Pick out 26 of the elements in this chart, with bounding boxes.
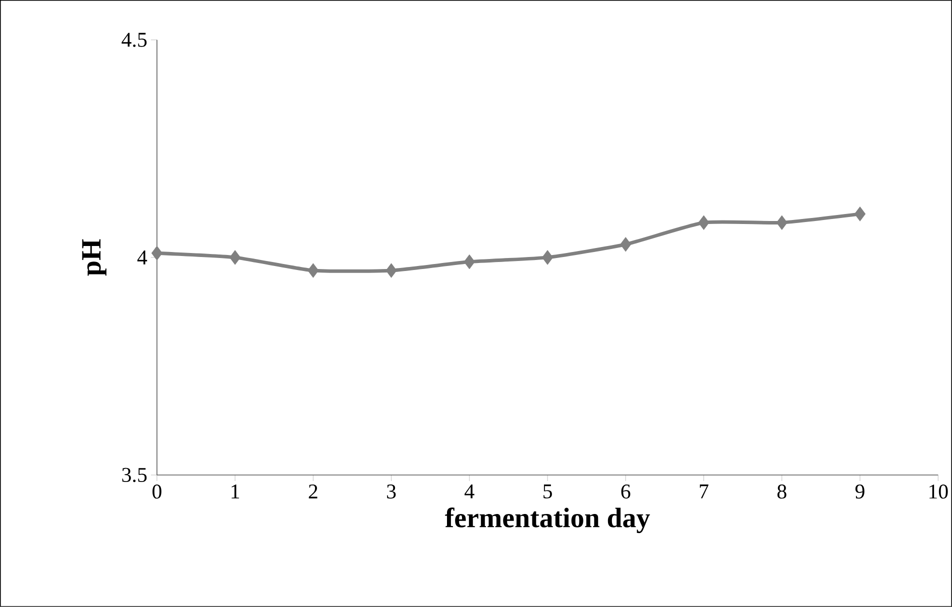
x-tick-label: 2 [308, 484, 318, 498]
x-tick-label: 7 [700, 484, 708, 498]
x-tick-label: 10 [929, 484, 948, 499]
point [230, 250, 241, 265]
point [308, 263, 319, 278]
point [776, 215, 788, 230]
x-tick-label: 4 [464, 484, 474, 498]
x-tick-label: 1 [232, 484, 240, 498]
x-tick-label: 0 [152, 484, 162, 499]
x-tick-label: 6 [621, 484, 630, 499]
y-tick-label: 3.5 [122, 468, 147, 482]
x-tick-label: 3 [387, 484, 396, 499]
point [698, 215, 710, 230]
point [151, 246, 162, 260]
y-tick-label: 4 [137, 250, 148, 264]
point [620, 237, 632, 252]
point [854, 206, 866, 222]
point [542, 250, 554, 265]
x-tick-label: 5 [544, 484, 552, 498]
y-axis-title: pH [82, 239, 106, 276]
x-tick-label: 9 [855, 484, 864, 499]
point [386, 263, 397, 278]
point [464, 254, 475, 270]
y-tick-label: 4.5 [122, 32, 147, 47]
x-axis-title: fermentation day [445, 508, 650, 534]
x-tick-label: 8 [777, 484, 786, 499]
